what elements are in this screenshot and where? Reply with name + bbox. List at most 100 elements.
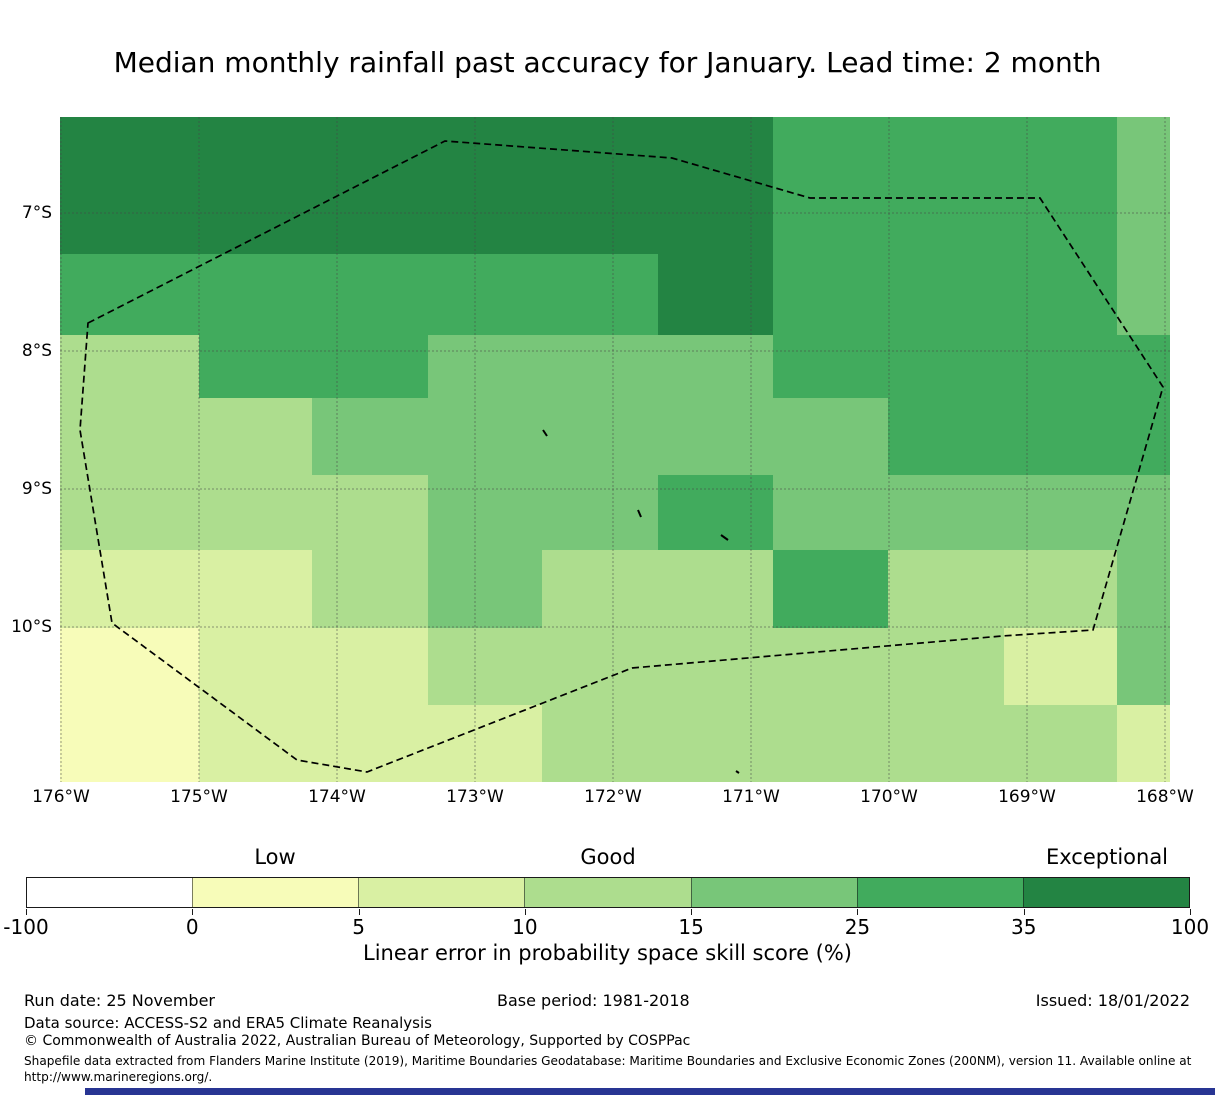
island-mark xyxy=(720,534,729,541)
colorbar-tick-mark xyxy=(1190,909,1191,915)
colorbar-segment xyxy=(192,878,359,907)
map-cell xyxy=(199,705,312,782)
colorbar-segment xyxy=(690,878,857,907)
colorbar-tick-mark xyxy=(192,909,194,915)
chart-title: Median monthly rainfall past accuracy fo… xyxy=(113,46,1102,79)
shapefile-attribution-url: http://www.marineregions.org/. xyxy=(24,1070,213,1084)
x-tick-label: 172°W xyxy=(584,787,642,807)
map-cell xyxy=(542,117,658,254)
map-overlay xyxy=(60,117,1170,782)
copyright-text: © Commonwealth of Australia 2022, Austra… xyxy=(24,1033,691,1049)
eez-boundary-line xyxy=(79,140,1164,773)
map-cell xyxy=(773,117,888,254)
x-tick-label: 171°W xyxy=(722,787,780,807)
island-mark xyxy=(735,770,740,774)
map-cell xyxy=(1004,628,1117,705)
map-cell xyxy=(888,117,1004,254)
map-cell xyxy=(888,398,1004,475)
map-cell xyxy=(312,550,428,628)
map-cell xyxy=(60,475,199,550)
colorbar-tick-label: -100 xyxy=(3,915,49,939)
colorbar-tick-label: 25 xyxy=(844,915,871,939)
map-cell xyxy=(1117,254,1170,335)
x-tick-label: 170°W xyxy=(860,787,918,807)
y-tick-label: 7°S xyxy=(21,203,52,223)
island-mark xyxy=(542,429,548,437)
map-cell xyxy=(542,254,658,335)
map-cell xyxy=(888,335,1004,398)
y-tick-label: 10°S xyxy=(11,617,52,637)
colorbar-category-label: Exceptional xyxy=(1045,845,1169,869)
map-cell xyxy=(312,335,428,398)
map-cell xyxy=(199,335,312,398)
colorbar-tick-mark xyxy=(1023,909,1025,915)
colorbar-tick-mark xyxy=(26,909,27,915)
map-cell xyxy=(658,335,773,398)
colorbar-tick-label: 35 xyxy=(1010,915,1037,939)
y-tick-label: 9°S xyxy=(21,479,52,499)
colorbar-segment xyxy=(856,878,1023,907)
map-cell xyxy=(658,550,773,628)
issued-text: Issued: 18/01/2022 xyxy=(1035,991,1190,1010)
map-cell xyxy=(1117,398,1170,475)
colorbar-tick-label: 0 xyxy=(185,915,199,939)
map-cell xyxy=(888,628,1004,705)
map-cell xyxy=(1004,705,1117,782)
map-cell xyxy=(1004,117,1117,254)
map-cell xyxy=(542,398,658,475)
x-tick-label: 168°W xyxy=(1136,787,1194,807)
map-cell xyxy=(773,475,888,550)
colorbar-segment xyxy=(524,878,691,907)
map-cell xyxy=(312,628,428,705)
colorbar-segment xyxy=(1022,878,1189,907)
map-cell xyxy=(199,117,312,254)
y-tick-label: 8°S xyxy=(21,341,52,361)
colorbar-tick-label: 15 xyxy=(678,915,704,939)
map-cell xyxy=(888,254,1004,335)
map-cell xyxy=(773,254,888,335)
map-cell xyxy=(312,398,428,475)
map-cell xyxy=(542,335,658,398)
map-cell xyxy=(658,117,773,254)
map-cell xyxy=(60,705,199,782)
map-cell xyxy=(773,550,888,628)
colorbar-tick-mark xyxy=(691,909,693,915)
colorbar-segment xyxy=(358,878,525,907)
map-cell xyxy=(542,550,658,628)
x-tick-label: 169°W xyxy=(998,787,1056,807)
map-cell xyxy=(428,254,542,335)
colorbar-tick-mark xyxy=(857,909,859,915)
x-tick-label: 174°W xyxy=(308,787,366,807)
run-date-text: Run date: 25 November xyxy=(24,991,215,1010)
colorbar-tick-mark xyxy=(524,909,526,915)
map-cell xyxy=(428,705,542,782)
map-cell xyxy=(428,628,542,705)
island-mark xyxy=(637,509,642,518)
map-cell xyxy=(1117,117,1170,254)
map-cell xyxy=(658,628,773,705)
map-cell xyxy=(1004,475,1117,550)
map-cell xyxy=(888,705,1004,782)
colorbar-category-label: Low xyxy=(254,845,296,869)
map-cell xyxy=(428,335,542,398)
map-cell xyxy=(1117,550,1170,628)
colorbar-tick-label: 5 xyxy=(352,915,365,939)
map-cell xyxy=(312,475,428,550)
map-cell xyxy=(1117,628,1170,705)
colorbar-axis-label: Linear error in probability space skill … xyxy=(363,941,852,965)
map-cell xyxy=(60,398,199,475)
map-cell xyxy=(199,550,312,628)
map-cell xyxy=(1117,705,1170,782)
data-source-text: Data source: ACCESS-S2 and ERA5 Climate … xyxy=(24,1014,432,1032)
map-cell xyxy=(199,475,312,550)
map-cell xyxy=(428,550,542,628)
map-cell xyxy=(888,550,1004,628)
map-cell xyxy=(428,117,542,254)
colorbar-tick-label: 10 xyxy=(512,915,538,939)
map-cell xyxy=(199,398,312,475)
map-cell xyxy=(542,705,658,782)
map-cell xyxy=(542,628,658,705)
map-cell xyxy=(773,628,888,705)
map-cell xyxy=(312,117,428,254)
